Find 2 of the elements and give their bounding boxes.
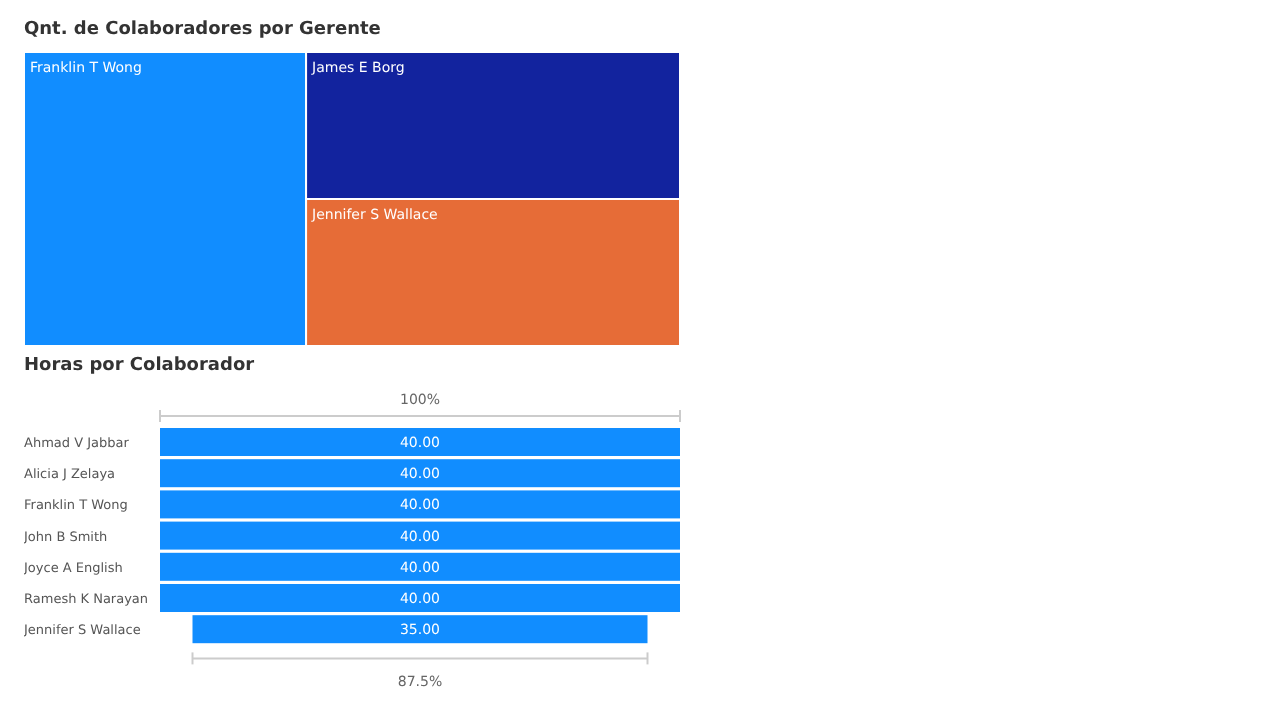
text: Horas por Colaborador: [24, 356, 257, 380]
text: Qnt. de Colaboradores por Gerente: [24, 20, 383, 44]
